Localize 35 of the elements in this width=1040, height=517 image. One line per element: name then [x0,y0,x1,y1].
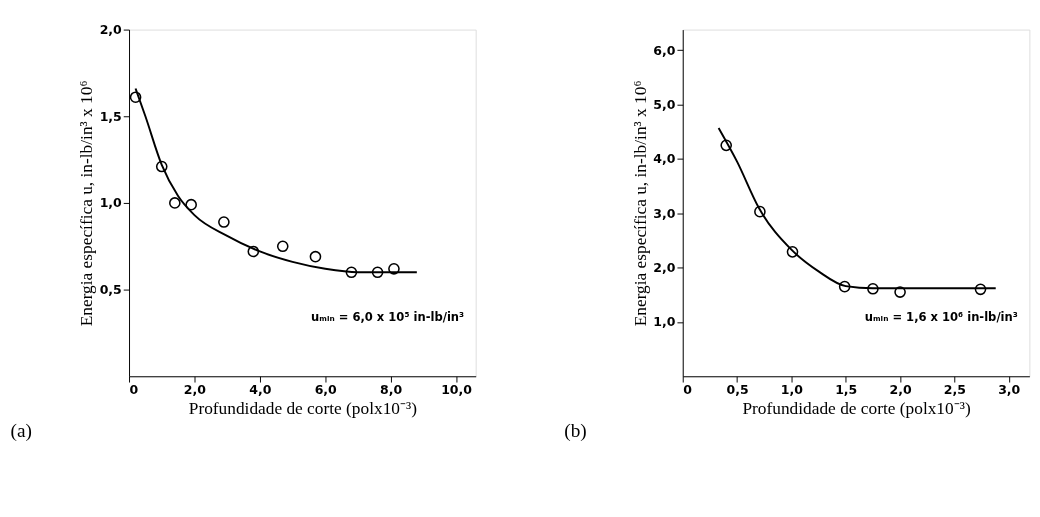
y-tick-label: 2,0 [99,21,123,37]
point [169,197,181,209]
y-axis-title: Energia específica u, in-lb/in³ x 10⁶ [76,80,96,327]
point [218,216,230,228]
text: (b) [564,419,587,442]
y-tick-label: 6,0 [653,42,676,58]
y-tick-label: 1,5 [99,108,122,124]
x-tick-label: 0 [683,382,693,398]
y-tick-label: 5,0 [653,96,676,112]
text: (a) [10,419,32,442]
y-axis-title: Energia específica u, in-lb/in³ x 10⁶ [630,80,650,327]
x-tick-label: 8,0 [380,382,403,398]
x-tick-label: 6,0 [314,382,338,398]
annotation: uₘᵢₙ = 6,0 x 10⁵ in-lb/in³ [311,310,465,325]
x-tick-label: 2,0 [889,382,912,398]
y-tick-label: 2,0 [653,259,676,275]
y-tick-label: 0,5 [99,281,122,297]
x-tick-label: 0,5 [726,382,749,398]
x-axis-title: Profundidade de corte (polx10⁻³) [742,399,971,419]
annotation: uₘᵢₙ = 1,6 x 10⁶ in-lb/in³ [864,310,1018,325]
x-tick-label: 2,0 [183,382,207,398]
x-tick-label: 4,0 [249,382,272,398]
y-tick-label: 1,0 [99,195,123,211]
x-tick-label: 0 [129,382,139,398]
y-tick-label: 3,0 [653,205,676,221]
x-tick-label: 10,0 [441,382,473,398]
x-tick-label: 2,5 [943,382,966,398]
x-tick-label: 3,0 [998,382,1021,398]
y-tick-label: 4,0 [653,151,676,167]
point [276,240,289,253]
x-axis-title: Profundidade de corte (polx10⁻³) [188,399,418,419]
y-tick-label: 1,0 [653,314,676,330]
x-tick-label: 1,5 [835,382,858,398]
x-tick-label: 1,0 [780,382,804,398]
point [309,250,322,263]
